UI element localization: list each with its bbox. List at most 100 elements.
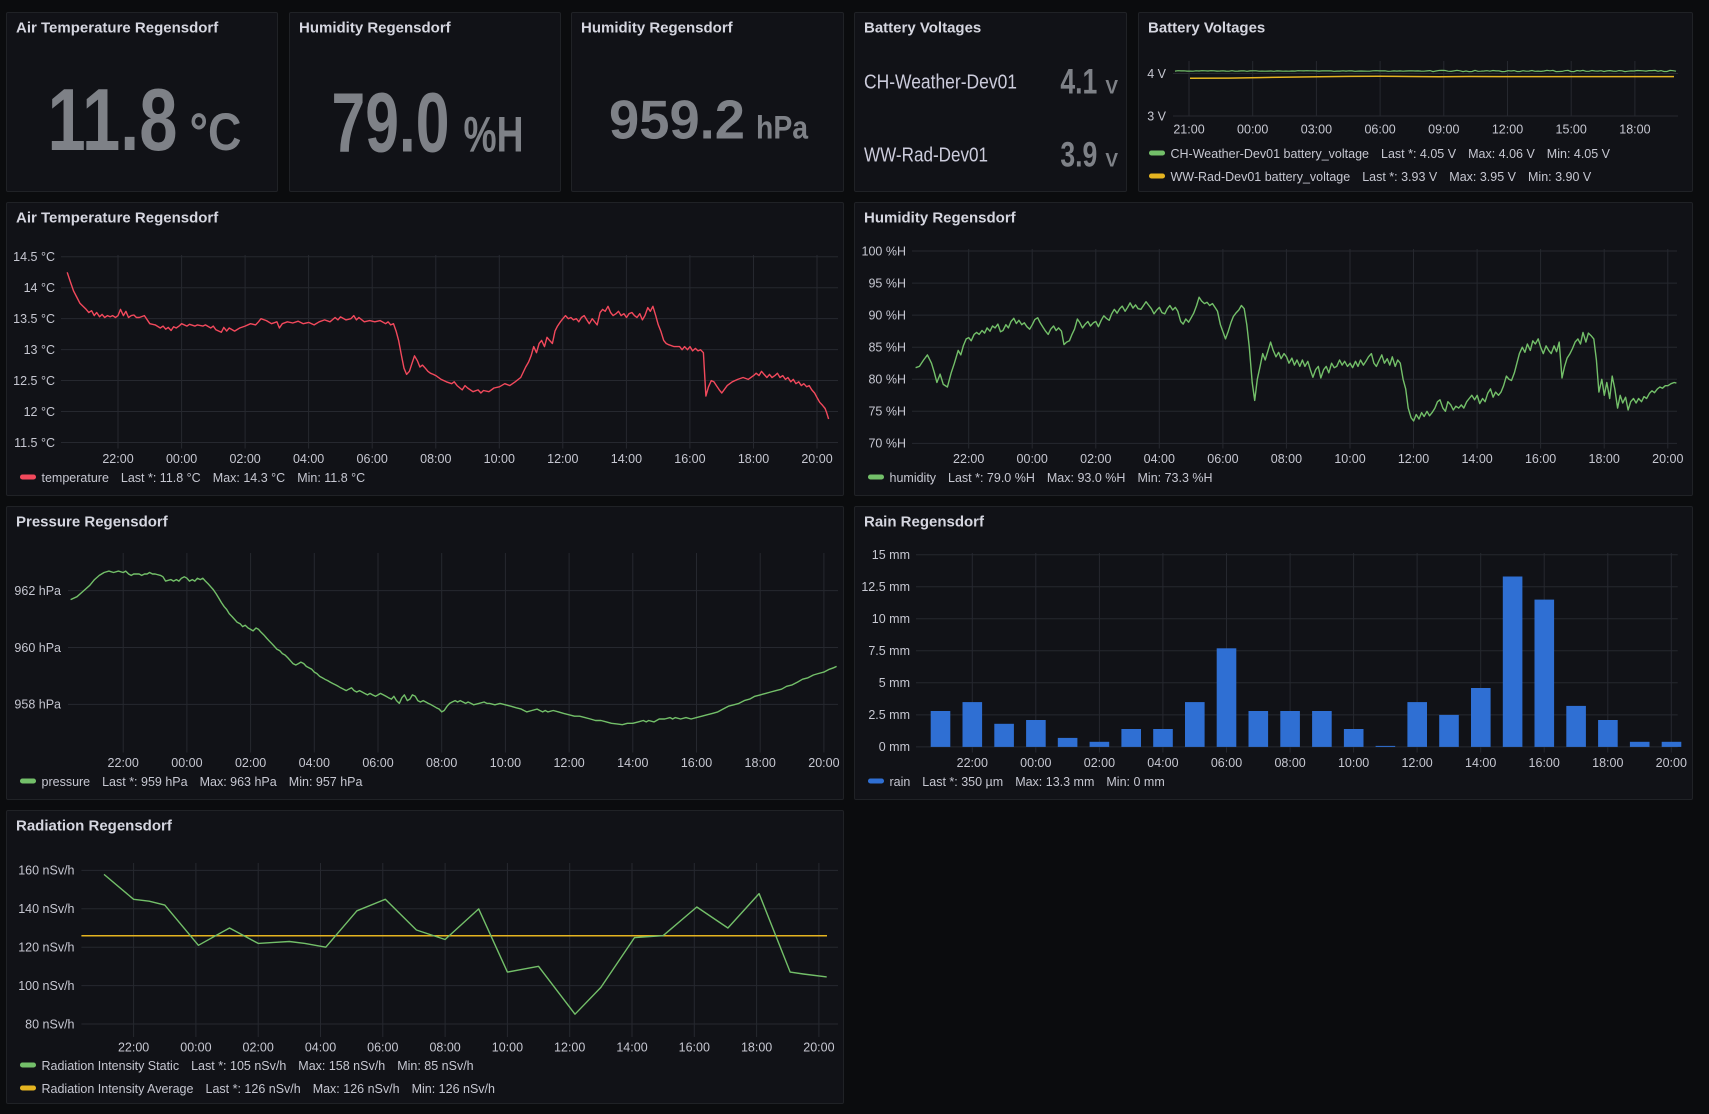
svg-text:11.8°C: 11.8 °C: [48, 70, 242, 169]
svg-text:18:00: 18:00: [1592, 756, 1623, 770]
svg-text:80 nSv/h: 80 nSv/h: [25, 1017, 74, 1031]
svg-text:12.5 mm: 12.5 mm: [861, 580, 910, 594]
svg-text:10:00: 10:00: [1338, 756, 1369, 770]
svg-text:08:00: 08:00: [1274, 756, 1305, 770]
svg-text:95 %H: 95 %H: [868, 276, 906, 290]
svg-text:4 V: 4 V: [1147, 67, 1166, 81]
svg-text:12:00: 12:00: [1492, 123, 1523, 137]
svg-text:16:00: 16:00: [674, 452, 705, 466]
svg-text:20:00: 20:00: [803, 1041, 834, 1055]
svg-text:16:00: 16:00: [681, 756, 712, 770]
svg-text:10:00: 10:00: [490, 756, 521, 770]
svg-text:70 %H: 70 %H: [868, 437, 906, 451]
svg-text:10 mm: 10 mm: [872, 612, 910, 626]
svg-text:10:00: 10:00: [1334, 452, 1365, 466]
svg-text:12:00: 12:00: [1398, 452, 1429, 466]
svg-text:02:00: 02:00: [1080, 452, 1111, 466]
svg-text:22:00: 22:00: [957, 756, 988, 770]
svg-text:02:00: 02:00: [243, 1041, 274, 1055]
svg-text:18:00: 18:00: [745, 756, 776, 770]
svg-text:Air Temperature Regensdorf: Air Temperature Regensdorf: [16, 20, 219, 37]
svg-text:14:00: 14:00: [611, 452, 642, 466]
svg-text:14:00: 14:00: [1461, 452, 1492, 466]
svg-text:08:00: 08:00: [1271, 452, 1302, 466]
svg-text:22:00: 22:00: [108, 756, 139, 770]
svg-text:20:00: 20:00: [801, 452, 832, 466]
svg-text:120 nSv/h: 120 nSv/h: [18, 941, 74, 955]
svg-text:CH-Weather-Dev01: CH-Weather-Dev01: [864, 72, 1017, 94]
svg-text:02:00: 02:00: [229, 452, 260, 466]
svg-text:14:00: 14:00: [617, 756, 648, 770]
svg-text:11.5 °C: 11.5 °C: [14, 436, 55, 450]
svg-text:22:00: 22:00: [118, 1041, 149, 1055]
svg-text:12:00: 12:00: [547, 452, 578, 466]
svg-text:79.0%H: 79.0 %H: [332, 76, 524, 170]
svg-text:14:00: 14:00: [616, 1041, 647, 1055]
svg-text:06:00: 06:00: [357, 452, 388, 466]
svg-text:18:00: 18:00: [738, 452, 769, 466]
svg-text:04:00: 04:00: [1147, 756, 1178, 770]
svg-text:20:00: 20:00: [1656, 756, 1687, 770]
svg-text:02:00: 02:00: [1084, 756, 1115, 770]
svg-text:100 nSv/h: 100 nSv/h: [18, 979, 74, 993]
svg-text:08:00: 08:00: [420, 452, 451, 466]
svg-text:2.5 mm: 2.5 mm: [868, 708, 910, 722]
svg-text:10:00: 10:00: [484, 452, 515, 466]
svg-text:18:00: 18:00: [1589, 452, 1620, 466]
svg-text:04:00: 04:00: [293, 452, 324, 466]
svg-text:22:00: 22:00: [102, 452, 133, 466]
svg-text:962 hPa: 962 hPa: [14, 584, 61, 598]
svg-text:5 mm: 5 mm: [879, 676, 910, 690]
svg-text:3.9V: 3.9 V: [1060, 136, 1118, 175]
svg-text:06:00: 06:00: [1364, 123, 1395, 137]
svg-text:04:00: 04:00: [1144, 452, 1175, 466]
svg-text:00:00: 00:00: [180, 1041, 211, 1055]
svg-text:Humidity Regensdorf: Humidity Regensdorf: [864, 210, 1017, 227]
svg-text:958 hPa: 958 hPa: [14, 698, 61, 712]
svg-text:90 %H: 90 %H: [868, 308, 906, 322]
svg-text:12:00: 12:00: [554, 1041, 585, 1055]
svg-text:4.1V: 4.1 V: [1060, 63, 1118, 102]
svg-text:0 mm: 0 mm: [879, 740, 910, 754]
svg-text:00:00: 00:00: [1237, 123, 1268, 137]
svg-text:7.5 mm: 7.5 mm: [868, 644, 910, 658]
svg-text:Pressure Regensdorf: Pressure Regensdorf: [16, 514, 169, 531]
svg-text:04:00: 04:00: [305, 1041, 336, 1055]
svg-text:Air Temperature Regensdorf: Air Temperature Regensdorf: [16, 210, 219, 227]
svg-text:100 %H: 100 %H: [862, 244, 906, 258]
svg-text:06:00: 06:00: [367, 1041, 398, 1055]
svg-text:75 %H: 75 %H: [868, 405, 906, 419]
svg-text:12.5 °C: 12.5 °C: [13, 374, 55, 388]
svg-text:04:00: 04:00: [299, 756, 330, 770]
svg-text:80 %H: 80 %H: [868, 373, 906, 387]
svg-text:Humidity Regensdorf: Humidity Regensdorf: [581, 20, 734, 37]
svg-text:00:00: 00:00: [1017, 452, 1048, 466]
svg-text:3 V: 3 V: [1147, 109, 1166, 123]
svg-text:160 nSv/h: 160 nSv/h: [18, 864, 74, 878]
svg-text:16:00: 16:00: [1525, 452, 1556, 466]
svg-text:06:00: 06:00: [1211, 756, 1242, 770]
svg-text:08:00: 08:00: [426, 756, 457, 770]
svg-text:140 nSv/h: 140 nSv/h: [18, 902, 74, 916]
svg-text:85 %H: 85 %H: [868, 341, 906, 355]
svg-text:03:00: 03:00: [1301, 123, 1332, 137]
svg-text:15 mm: 15 mm: [872, 548, 910, 562]
svg-text:02:00: 02:00: [235, 756, 266, 770]
svg-text:20:00: 20:00: [1652, 452, 1683, 466]
svg-text:21:00: 21:00: [1173, 123, 1204, 137]
svg-text:16:00: 16:00: [1529, 756, 1560, 770]
svg-text:13 °C: 13 °C: [24, 343, 55, 357]
svg-text:13.5 °C: 13.5 °C: [13, 312, 55, 326]
svg-text:Rain Regensdorf: Rain Regensdorf: [864, 514, 985, 531]
svg-text:960 hPa: 960 hPa: [14, 641, 61, 655]
svg-text:00:00: 00:00: [166, 452, 197, 466]
svg-text:Humidity Regensdorf: Humidity Regensdorf: [299, 20, 452, 37]
